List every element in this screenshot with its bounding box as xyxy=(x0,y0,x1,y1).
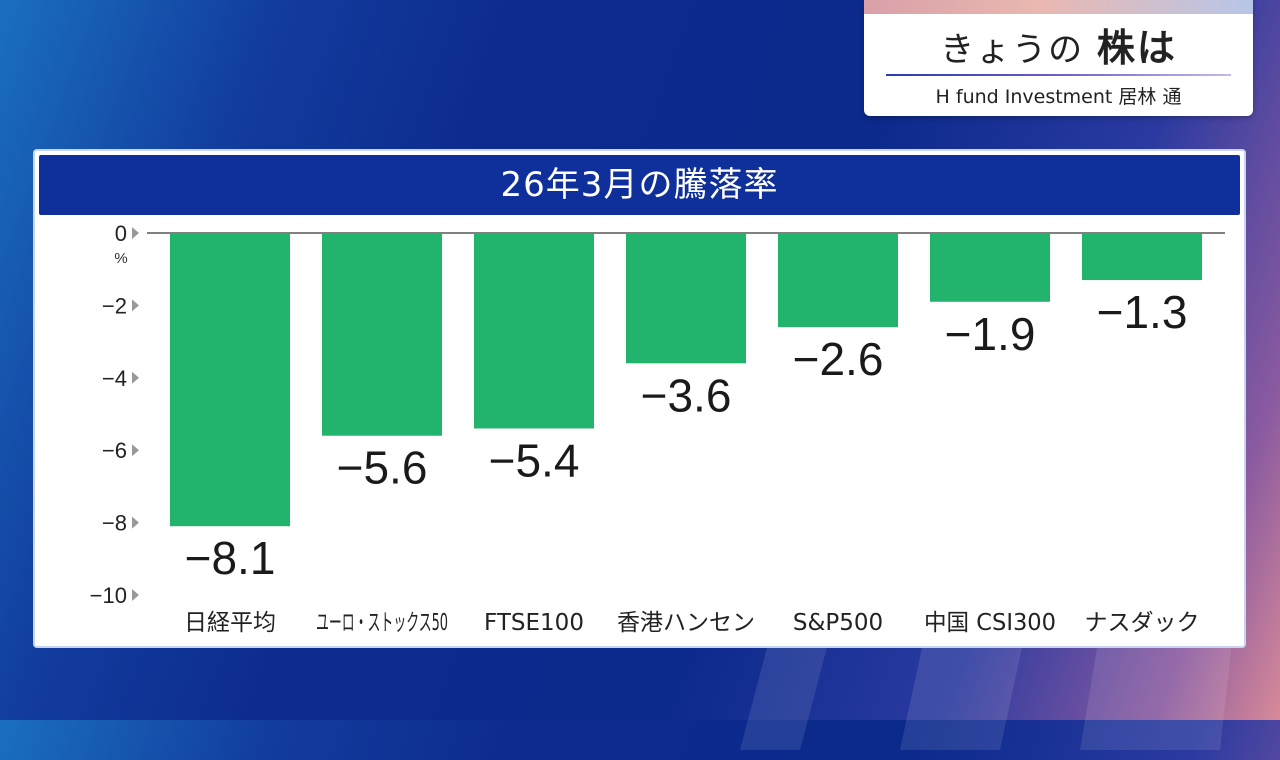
bar-1 xyxy=(170,233,290,527)
y-tick-marker xyxy=(132,444,139,457)
value-label: −8.1 xyxy=(185,532,276,584)
y-tick-label: −2 xyxy=(102,293,127,318)
y-tick-marker xyxy=(132,299,139,312)
caption-box: きょうの 株は H fund Investment 居林 通 xyxy=(864,0,1253,116)
bar-7 xyxy=(1082,233,1202,281)
category-label: S&P500 xyxy=(793,610,883,636)
value-label: −1.9 xyxy=(945,308,1036,360)
y-tick-marker xyxy=(132,516,139,529)
value-label: −1.3 xyxy=(1097,286,1188,338)
y-tick-marker xyxy=(132,371,139,384)
category-label: ユーロ・ストックス50 xyxy=(316,610,448,636)
y-tick-label: −4 xyxy=(102,366,127,391)
caption-title-prefix: きょうの xyxy=(940,30,1085,70)
category-label: ナスダック xyxy=(1085,610,1200,636)
category-label: 日経平均 xyxy=(184,610,276,636)
y-tick-marker xyxy=(132,589,139,601)
bar-4 xyxy=(626,233,746,364)
category-label: FTSE100 xyxy=(484,610,584,636)
chart-panel: 26年3月の騰落率 0 −2 −4 −6 −8 −10% −8.1 日経平均 −5.6 ユーロ・ス… xyxy=(33,149,1246,648)
y-tick-label: −8 xyxy=(102,511,127,536)
value-label: −2.6 xyxy=(793,333,884,385)
value-label: −3.6 xyxy=(641,369,732,421)
category-label: 香港ハンセン xyxy=(617,610,755,636)
chart-header: 26年3月の騰落率 xyxy=(39,155,1240,215)
caption-divider xyxy=(886,74,1231,76)
value-label: −5.4 xyxy=(489,434,580,486)
bar-6 xyxy=(930,233,1050,302)
y-tick-marker xyxy=(132,227,139,239)
caption-title: きょうの 株は xyxy=(864,26,1253,72)
bar-2 xyxy=(322,233,442,436)
bar-chart: 0 −2 −4 −6 −8 −10% −8.1 日経平均 −5.6 ユーロ・ストックス50 −5.4… xyxy=(90,221,1225,636)
caption-title-emphasis: 株は xyxy=(1096,26,1177,70)
caption-subtitle: H fund Investment 居林 通 xyxy=(935,86,1182,108)
y-tick-label: −6 xyxy=(102,438,127,463)
caption-accent-bar xyxy=(864,0,1253,14)
category-label: 中国 CSI300 xyxy=(924,610,1056,636)
bar-5 xyxy=(778,233,898,328)
value-label: −5.6 xyxy=(337,442,428,494)
chart-title: 26年3月の騰落率 xyxy=(500,165,779,205)
y-unit-label: % xyxy=(114,250,127,267)
y-tick-label: −10 xyxy=(90,583,127,608)
y-tick-label: 0 xyxy=(115,221,127,246)
bar-3 xyxy=(474,233,594,429)
